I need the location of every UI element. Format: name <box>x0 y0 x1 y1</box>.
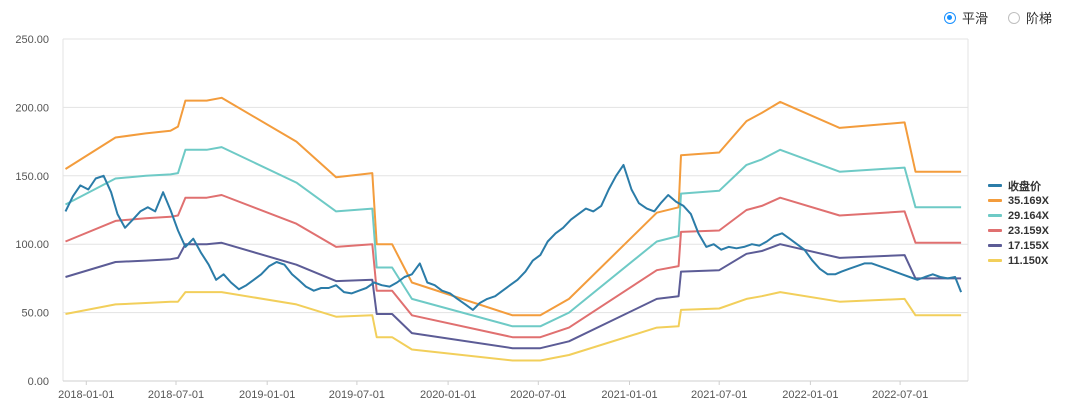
legend-item[interactable]: 17.155X <box>988 238 1049 253</box>
series-lines <box>64 96 963 362</box>
legend-item[interactable]: 29.164X <box>988 208 1049 223</box>
series-line-收盘价 <box>64 163 963 311</box>
legend-swatch <box>988 259 1002 262</box>
legend-label: 11.150X <box>1008 254 1049 267</box>
series-line-35.169X <box>64 96 962 317</box>
legend-label: 35.169X <box>1008 194 1049 207</box>
x-tick-label: 2021-01-01 <box>601 389 657 401</box>
smooth-radio-icon <box>943 11 956 24</box>
legend-item[interactable]: 23.159X <box>988 223 1049 238</box>
chart-legend: 收盘价 35.169X 29.164X 23.159X 17.155X 11.150X <box>988 178 1049 268</box>
x-tick-label: 2022-07-01 <box>872 389 928 401</box>
step-radio-icon <box>1007 11 1020 24</box>
legend-label: 23.159X <box>1008 224 1049 237</box>
x-tick-label: 2022-01-01 <box>782 389 838 401</box>
display-mode-toggle: 平滑 阶梯 <box>930 8 1052 27</box>
x-tick-label: 2018-07-01 <box>148 389 204 401</box>
series-line-11.150X <box>65 291 962 362</box>
legend-swatch <box>988 184 1002 187</box>
y-tick-label: 0.00 <box>28 376 49 388</box>
legend-swatch <box>988 244 1002 247</box>
step-radio-label: 阶梯 <box>1025 11 1052 26</box>
x-tick-label: 2021-07-01 <box>691 389 747 401</box>
y-tick-label: 250.00 <box>15 34 49 46</box>
legend-label: 17.155X <box>1008 239 1049 252</box>
x-axis-ticks: 2018-01-01 2018-07-01 2019-01-01 2019-07-01… <box>58 381 928 401</box>
y-tick-label: 100.00 <box>15 239 49 251</box>
series-line-17.155X <box>65 241 962 350</box>
x-tick-label: 2019-01-01 <box>239 389 295 401</box>
y-tick-label: 200.00 <box>15 102 49 114</box>
legend-swatch <box>988 199 1002 202</box>
step-radio[interactable]: 阶梯 <box>1007 8 1052 27</box>
series-line-23.159X <box>65 194 962 339</box>
legend-swatch <box>988 214 1002 217</box>
smooth-radio-label: 平滑 <box>961 11 988 26</box>
legend-label: 29.164X <box>1008 209 1049 222</box>
legend-item[interactable]: 35.169X <box>988 193 1049 208</box>
y-tick-label: 150.00 <box>15 171 49 183</box>
smooth-radio[interactable]: 平滑 <box>943 8 988 27</box>
legend-label: 收盘价 <box>1008 180 1041 193</box>
y-tick-label: 50.00 <box>21 308 49 320</box>
grid-lines <box>62 38 969 382</box>
x-tick-label: 2019-07-01 <box>329 389 385 401</box>
x-tick-label: 2020-07-01 <box>510 389 566 401</box>
x-tick-label: 2018-01-01 <box>58 389 114 401</box>
y-axis-ticks: 0.00 50.00 100.00 150.00 200.00 250.00 <box>15 34 49 388</box>
series-line-29.164X <box>65 146 962 328</box>
legend-swatch <box>988 229 1002 232</box>
legend-item[interactable]: 收盘价 <box>988 178 1049 193</box>
x-tick-label: 2020-01-01 <box>420 389 476 401</box>
legend-item[interactable]: 11.150X <box>988 253 1049 268</box>
